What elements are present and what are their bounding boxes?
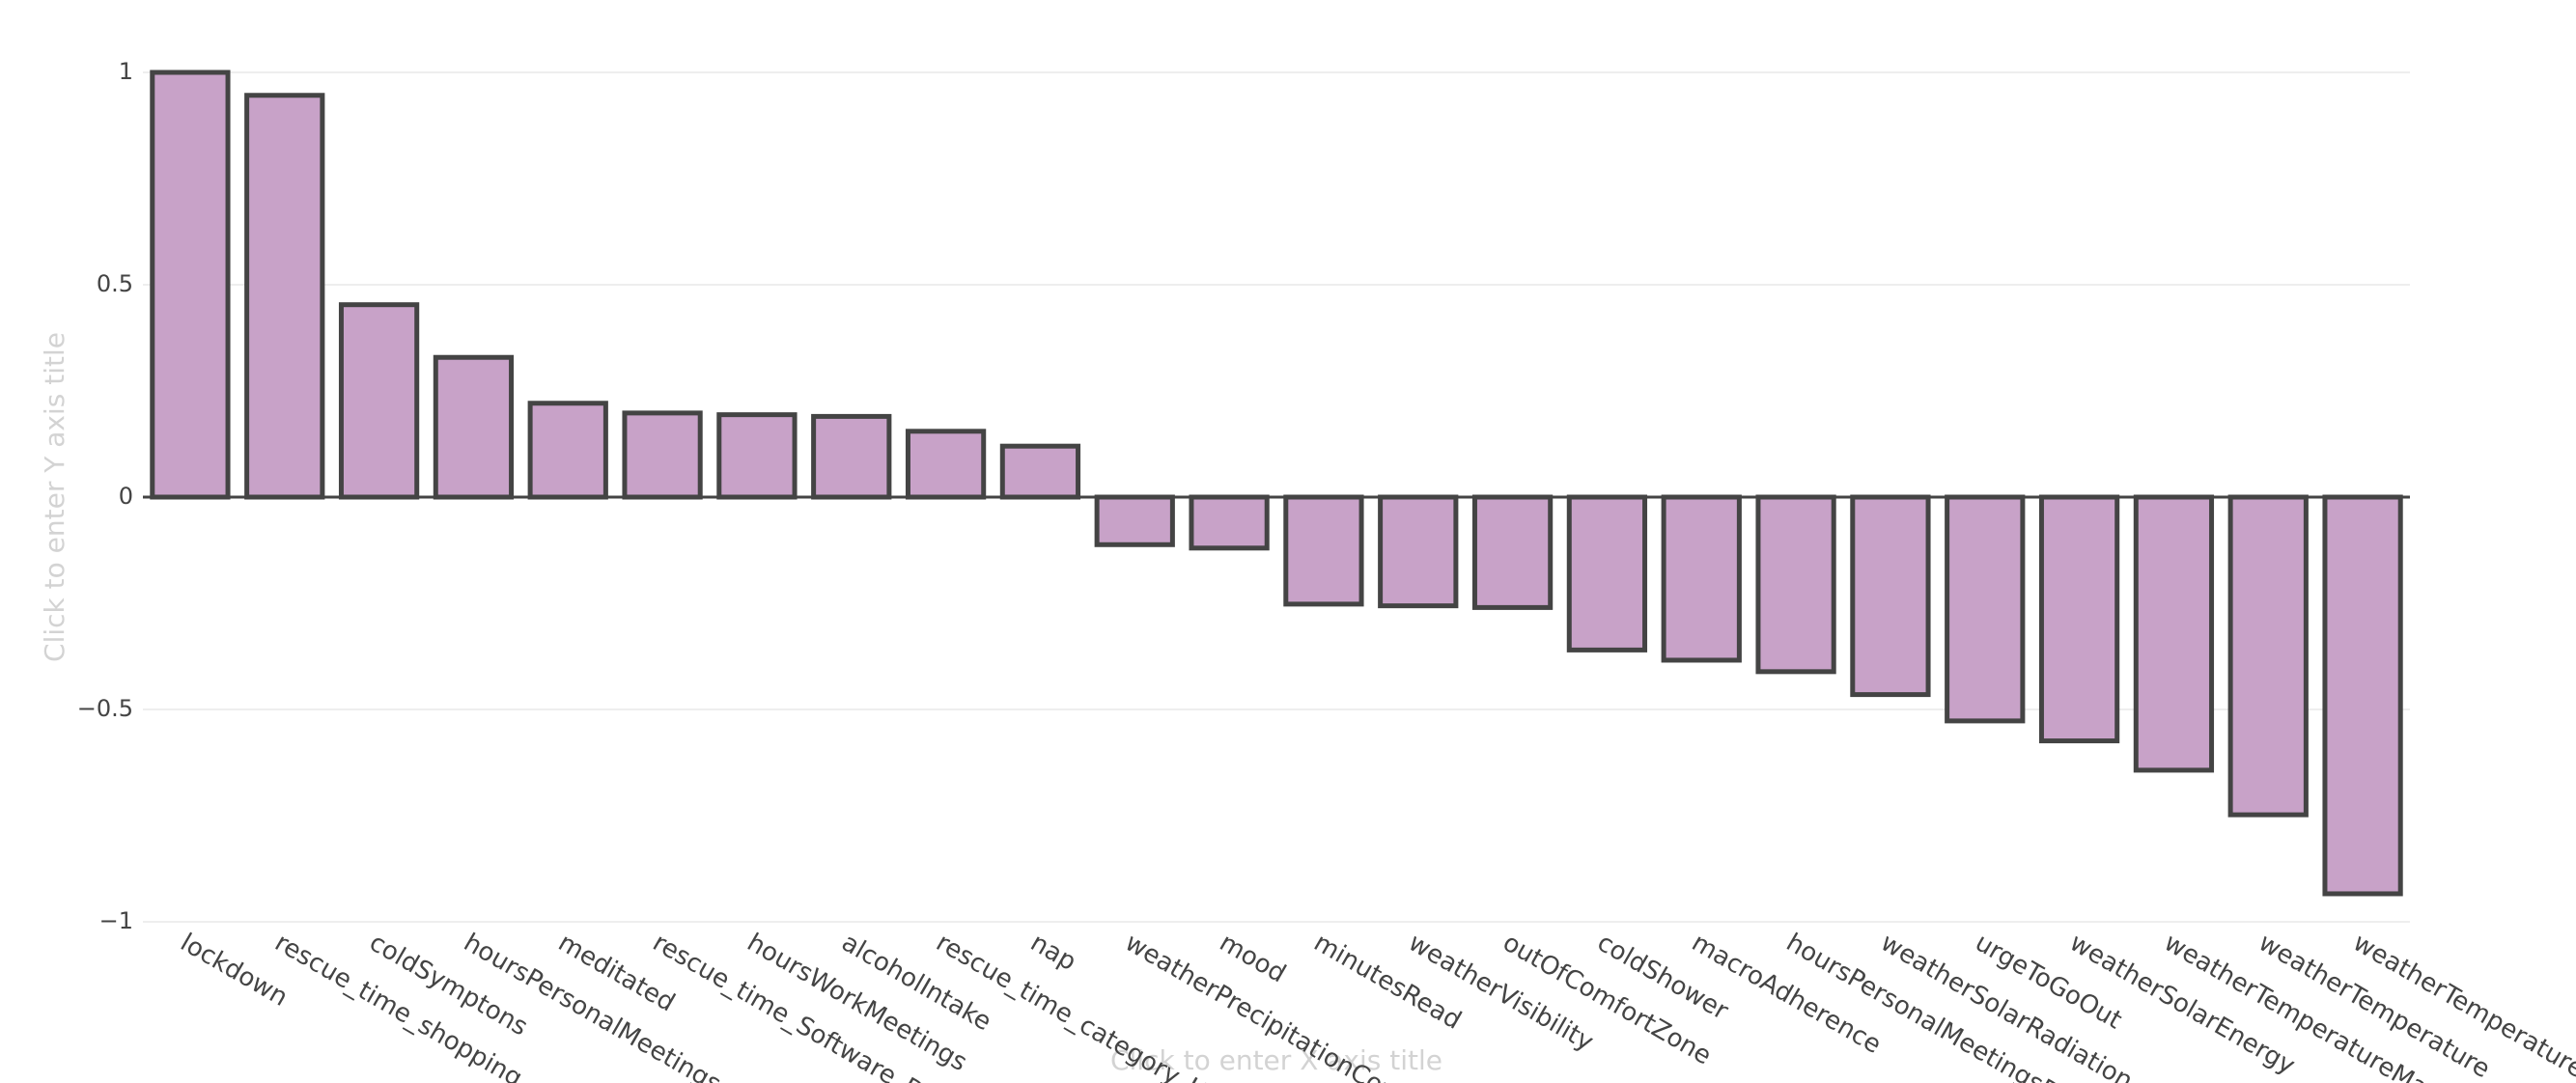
bar (2038, 494, 2120, 744)
bar (1471, 494, 1554, 610)
y-tick-label: −0.5 (77, 695, 133, 722)
y-tick-label: 0.5 (97, 270, 133, 297)
bar (338, 302, 420, 500)
bar (1094, 494, 1175, 547)
bar (1566, 494, 1648, 653)
x-axis-title[interactable]: Click to enter X axis title (1110, 1044, 1442, 1076)
bar (811, 413, 892, 500)
bar (622, 410, 703, 500)
x-tick-label: lockdown (176, 929, 293, 1013)
bar (999, 443, 1081, 500)
bar (1755, 494, 1836, 675)
bar (716, 412, 798, 500)
x-tick-label: mood (1215, 929, 1291, 989)
bar (433, 354, 515, 500)
y-tick-label: 0 (119, 483, 133, 510)
y-tick-label: 1 (119, 58, 133, 85)
bar (1283, 494, 1364, 607)
bar (1189, 494, 1270, 551)
bar (1945, 494, 2026, 724)
bar (527, 401, 608, 500)
bar (1378, 494, 1459, 609)
bar (2227, 494, 2309, 818)
x-tick-label: nap (1025, 929, 1080, 977)
bar (244, 93, 325, 500)
bar (150, 69, 231, 500)
bar (2133, 494, 2215, 773)
bar (905, 429, 987, 500)
y-tick-label: −1 (99, 907, 133, 934)
y-axis-title[interactable]: Click to enter Y axis title (39, 332, 70, 662)
bar (2322, 494, 2403, 897)
bar (1850, 494, 1931, 698)
bar (1661, 494, 1742, 663)
